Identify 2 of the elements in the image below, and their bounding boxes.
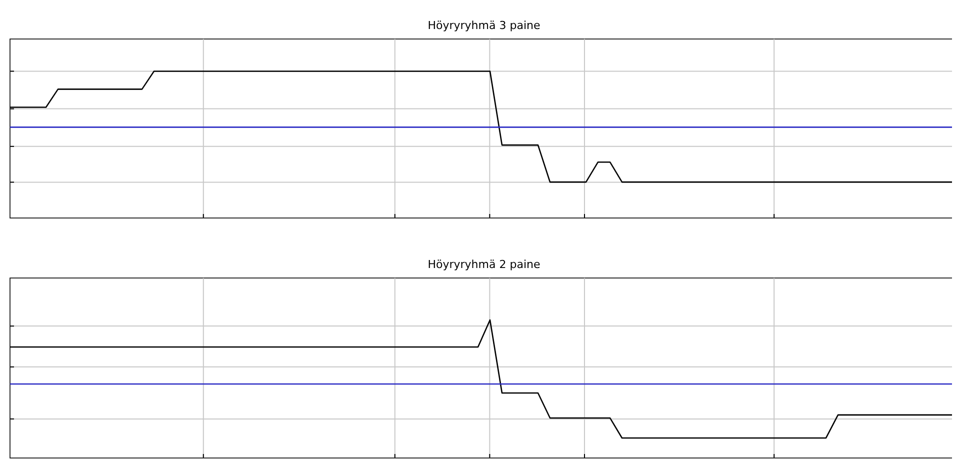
- chart-title: Höyryryhmä 3 paine: [428, 19, 540, 32]
- chart-title: Höyryryhmä 2 paine: [428, 258, 540, 271]
